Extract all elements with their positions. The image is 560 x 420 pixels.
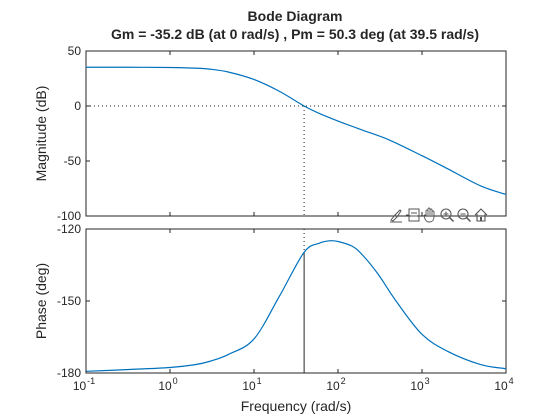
home-icon[interactable] [473, 206, 489, 224]
phase-y-ticks: -120 -150 -180 [57, 222, 506, 380]
magnitude-series-line [85, 66, 507, 196]
brush-icon[interactable] [388, 206, 404, 224]
magnitude-ytick-label: -50 [64, 154, 82, 168]
phase-x-ticks: 10-1 100 101 102 103 104 [73, 229, 514, 393]
magnitude-axes: 50 0 -50 -100 [57, 44, 507, 223]
axes-toolbar [388, 206, 489, 224]
phase-ytick-label: -180 [57, 366, 81, 380]
phase-ytick-label: -150 [57, 294, 81, 308]
chart-subtitle: Gm = -35.2 dB (at 0 rad/s) , Pm = 50.3 d… [111, 26, 479, 42]
x-tick-exponent: 2 [341, 376, 346, 386]
phase-ytick-label: -120 [57, 222, 81, 236]
pan-icon[interactable] [422, 206, 438, 224]
x-tick-exponent: 3 [425, 376, 430, 386]
x-tick-exponent: 1 [257, 376, 262, 386]
phase-axes: -120-150-180 10-1 100 101 102 103 104 [57, 222, 514, 393]
magnitude-plot-frame [85, 50, 507, 217]
x-tick-exponent: -1 [87, 376, 95, 386]
x-tick-exponent: 4 [509, 376, 514, 386]
chart-title: Bode Diagram [248, 8, 343, 24]
data-tip-icon[interactable] [405, 206, 421, 224]
x-axis-label: Frequency (rad/s) [241, 398, 351, 414]
magnitude-ytick-label: -100 [57, 209, 81, 223]
magnitude-ylabel: Magnitude (dB) [33, 86, 49, 182]
phase-ylabel: Phase (deg) [33, 263, 49, 339]
magnitude-ytick-label: 0 [74, 99, 81, 113]
phase-series-line [85, 240, 507, 372]
magnitude-x-ticks [85, 51, 507, 216]
zoom-out-icon[interactable] [456, 206, 472, 224]
magnitude-y-ticks: 50 0 -50 -100 [57, 44, 506, 223]
x-tick-exponent: 0 [173, 376, 178, 386]
zoom-in-icon[interactable] [439, 206, 455, 224]
magnitude-ytick-label: 50 [68, 44, 82, 58]
